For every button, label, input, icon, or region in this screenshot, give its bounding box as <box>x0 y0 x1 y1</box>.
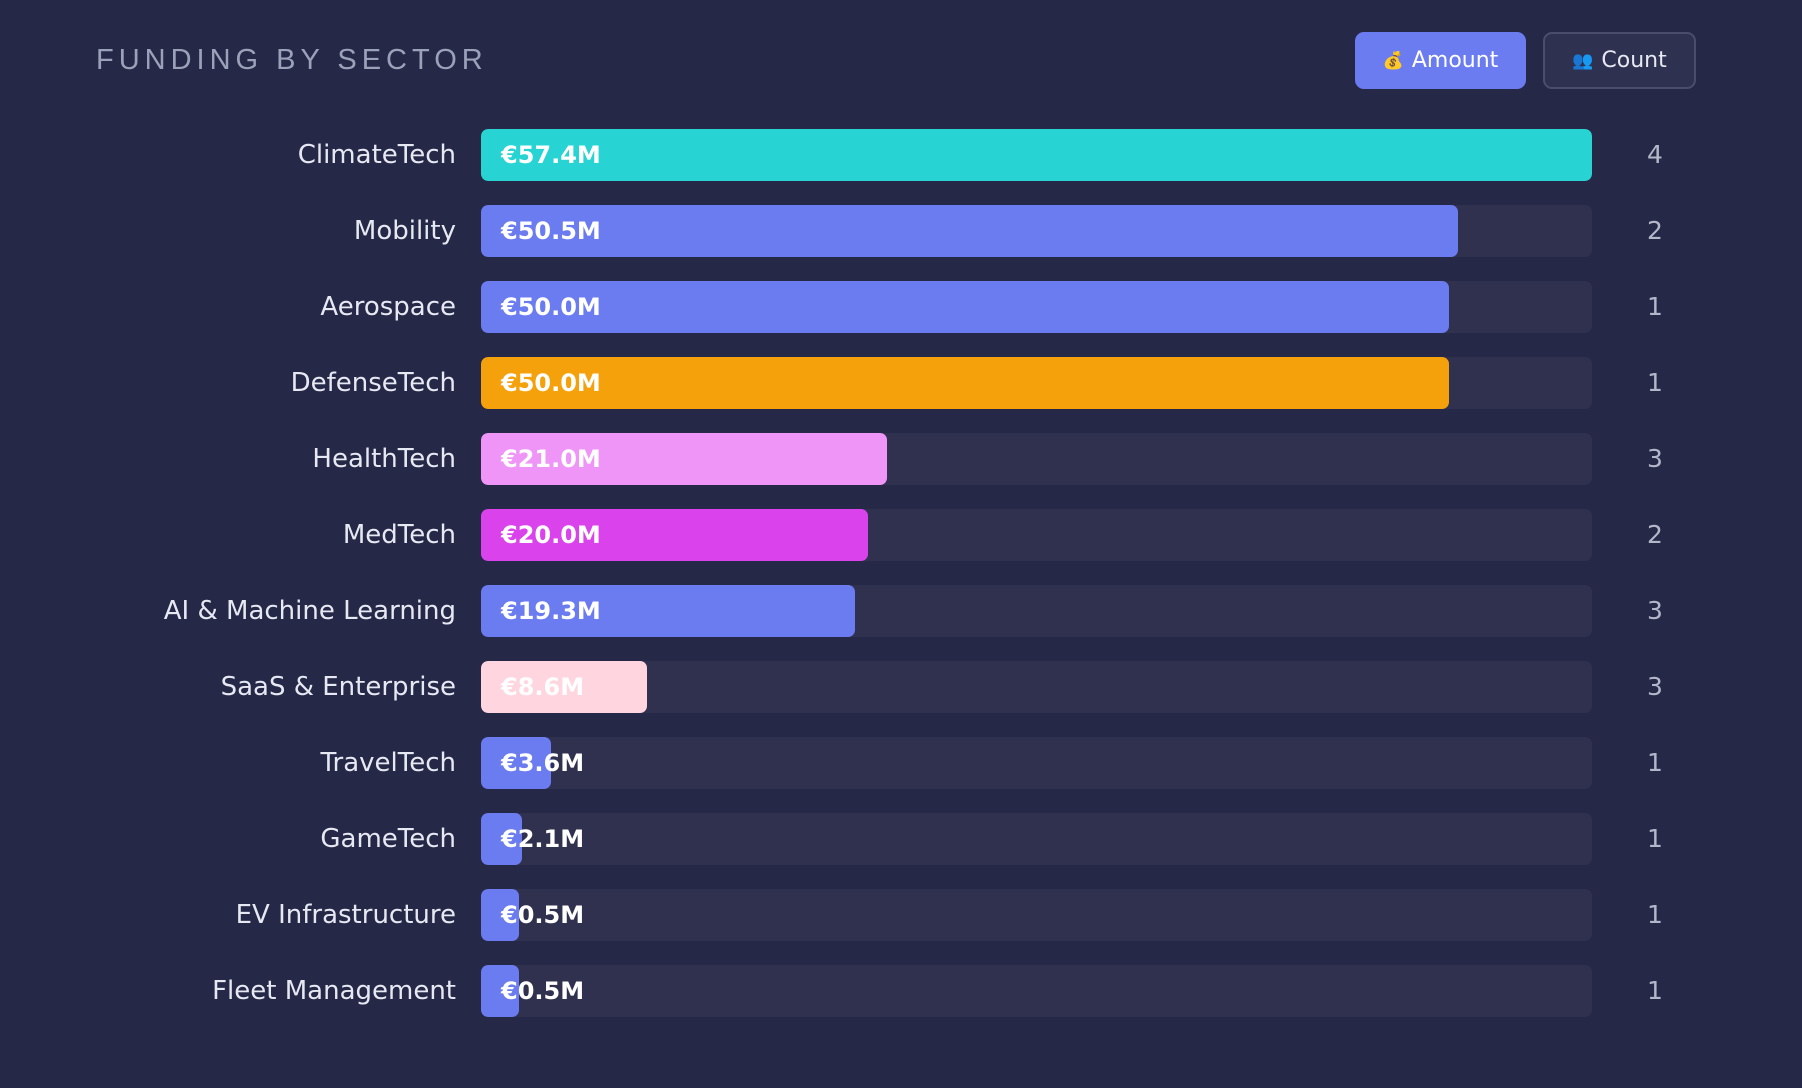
bar[interactable] <box>481 585 855 637</box>
amount-toggle-button[interactable]: 💰 Amount <box>1355 32 1526 89</box>
bar-track: €8.6M <box>481 661 1592 713</box>
sector-label: MedTech <box>342 520 456 550</box>
bar[interactable] <box>481 205 1458 257</box>
bar-row[interactable]: TravelTech €3.6M 1 <box>0 737 1802 789</box>
bar-row[interactable]: MedTech €20.0M 2 <box>0 509 1802 561</box>
bar-track: €19.3M <box>481 585 1592 637</box>
bar-row[interactable]: Aerospace €50.0M 1 <box>0 281 1802 333</box>
bar-track: €2.1M <box>481 813 1592 865</box>
bar-row[interactable]: HealthTech €21.0M 3 <box>0 433 1802 485</box>
people-icon: 👥 <box>1572 50 1594 71</box>
sector-label: SaaS & Enterprise <box>220 672 456 702</box>
sector-label: Fleet Management <box>212 976 456 1006</box>
sector-label: AI & Machine Learning <box>163 596 456 626</box>
count-toggle-button[interactable]: 👥 Count <box>1543 32 1696 89</box>
bar[interactable] <box>481 737 551 789</box>
bar[interactable] <box>481 661 647 713</box>
sector-label: EV Infrastructure <box>235 900 456 930</box>
bar[interactable] <box>481 281 1449 333</box>
sector-label: Mobility <box>353 216 456 246</box>
deal-count: 4 <box>1647 140 1663 169</box>
deal-count: 2 <box>1647 216 1663 245</box>
bar-track: €50.5M <box>481 205 1592 257</box>
bar-row[interactable]: Mobility €50.5M 2 <box>0 205 1802 257</box>
sector-label: TravelTech <box>320 748 456 778</box>
bar-value-label: €19.3M <box>501 597 601 625</box>
bar-value-label: €8.6M <box>501 673 585 701</box>
bar-value-label: €2.1M <box>501 825 585 853</box>
bar-track: €3.6M <box>481 737 1592 789</box>
bar[interactable] <box>481 357 1449 409</box>
deal-count: 1 <box>1647 824 1663 853</box>
deal-count: 3 <box>1647 444 1663 473</box>
bar-track: €50.0M <box>481 281 1592 333</box>
bar[interactable] <box>481 433 887 485</box>
bar-track: €50.0M <box>481 357 1592 409</box>
bar-row[interactable]: Fleet Management €0.5M 1 <box>0 965 1802 1017</box>
bar-row[interactable]: SaaS & Enterprise €8.6M 3 <box>0 661 1802 713</box>
bar-row[interactable]: ClimateTech €57.4M 4 <box>0 129 1802 181</box>
sector-label: DefenseTech <box>290 368 456 398</box>
bar[interactable] <box>481 509 868 561</box>
bar-value-label: €3.6M <box>501 749 585 777</box>
bar-row[interactable]: GameTech €2.1M 1 <box>0 813 1802 865</box>
bar[interactable] <box>481 129 1592 181</box>
bar[interactable] <box>481 889 519 941</box>
bar-value-label: €57.4M <box>501 141 601 169</box>
bar-value-label: €50.0M <box>501 293 601 321</box>
deal-count: 1 <box>1647 900 1663 929</box>
sector-label: ClimateTech <box>297 140 456 170</box>
sector-label: Aerospace <box>320 292 456 322</box>
bar-value-label: €21.0M <box>501 445 601 473</box>
deal-count: 2 <box>1647 520 1663 549</box>
money-bag-icon: 💰 <box>1382 50 1404 71</box>
deal-count: 1 <box>1647 368 1663 397</box>
bar-value-label: €50.0M <box>501 369 601 397</box>
deal-count: 1 <box>1647 292 1663 321</box>
sector-label: HealthTech <box>312 444 456 474</box>
bar-value-label: €0.5M <box>501 977 585 1005</box>
bar-row[interactable]: DefenseTech €50.0M 1 <box>0 357 1802 409</box>
deal-count: 3 <box>1647 596 1663 625</box>
bar-track: €0.5M <box>481 965 1592 1017</box>
deal-count: 1 <box>1647 748 1663 777</box>
chart-title: FUNDING BY SECTOR <box>96 44 488 76</box>
sector-label: GameTech <box>320 824 456 854</box>
bar-track: €0.5M <box>481 889 1592 941</box>
amount-toggle-label: Amount <box>1411 48 1499 73</box>
count-toggle-label: Count <box>1601 48 1667 73</box>
bar-value-label: €20.0M <box>501 521 601 549</box>
bar-track: €20.0M <box>481 509 1592 561</box>
deal-count: 3 <box>1647 672 1663 701</box>
deal-count: 1 <box>1647 976 1663 1005</box>
bar-row[interactable]: AI & Machine Learning €19.3M 3 <box>0 585 1802 637</box>
bar[interactable] <box>481 813 522 865</box>
bar-track: €57.4M <box>481 129 1592 181</box>
bar-row[interactable]: EV Infrastructure €0.5M 1 <box>0 889 1802 941</box>
bar-value-label: €0.5M <box>501 901 585 929</box>
bar-value-label: €50.5M <box>501 217 601 245</box>
bar[interactable] <box>481 965 519 1017</box>
bar-track: €21.0M <box>481 433 1592 485</box>
